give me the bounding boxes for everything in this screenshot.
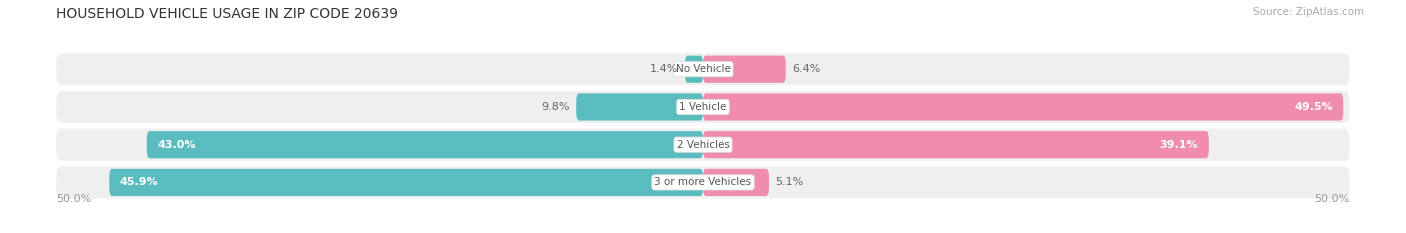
Text: 39.1%: 39.1% [1160,140,1198,150]
Text: 5.1%: 5.1% [776,177,804,187]
Text: 50.0%: 50.0% [56,194,91,204]
FancyBboxPatch shape [56,129,1350,161]
FancyBboxPatch shape [703,169,769,196]
Text: 43.0%: 43.0% [157,140,195,150]
Text: 2 Vehicles: 2 Vehicles [676,140,730,150]
FancyBboxPatch shape [685,56,703,83]
FancyBboxPatch shape [146,131,703,158]
Text: Source: ZipAtlas.com: Source: ZipAtlas.com [1253,7,1364,17]
Text: 49.5%: 49.5% [1294,102,1333,112]
FancyBboxPatch shape [56,166,1350,199]
Text: HOUSEHOLD VEHICLE USAGE IN ZIP CODE 20639: HOUSEHOLD VEHICLE USAGE IN ZIP CODE 2063… [56,7,398,21]
Text: 6.4%: 6.4% [792,64,821,74]
FancyBboxPatch shape [703,131,1209,158]
Text: 1.4%: 1.4% [650,64,679,74]
FancyBboxPatch shape [703,56,786,83]
Text: 45.9%: 45.9% [120,177,159,187]
Text: No Vehicle: No Vehicle [675,64,731,74]
FancyBboxPatch shape [576,93,703,120]
FancyBboxPatch shape [110,169,703,196]
FancyBboxPatch shape [703,93,1343,120]
FancyBboxPatch shape [56,91,1350,123]
Text: 9.8%: 9.8% [541,102,569,112]
Text: 1 Vehicle: 1 Vehicle [679,102,727,112]
Text: 50.0%: 50.0% [1315,194,1350,204]
FancyBboxPatch shape [56,53,1350,85]
Text: 3 or more Vehicles: 3 or more Vehicles [654,177,752,187]
